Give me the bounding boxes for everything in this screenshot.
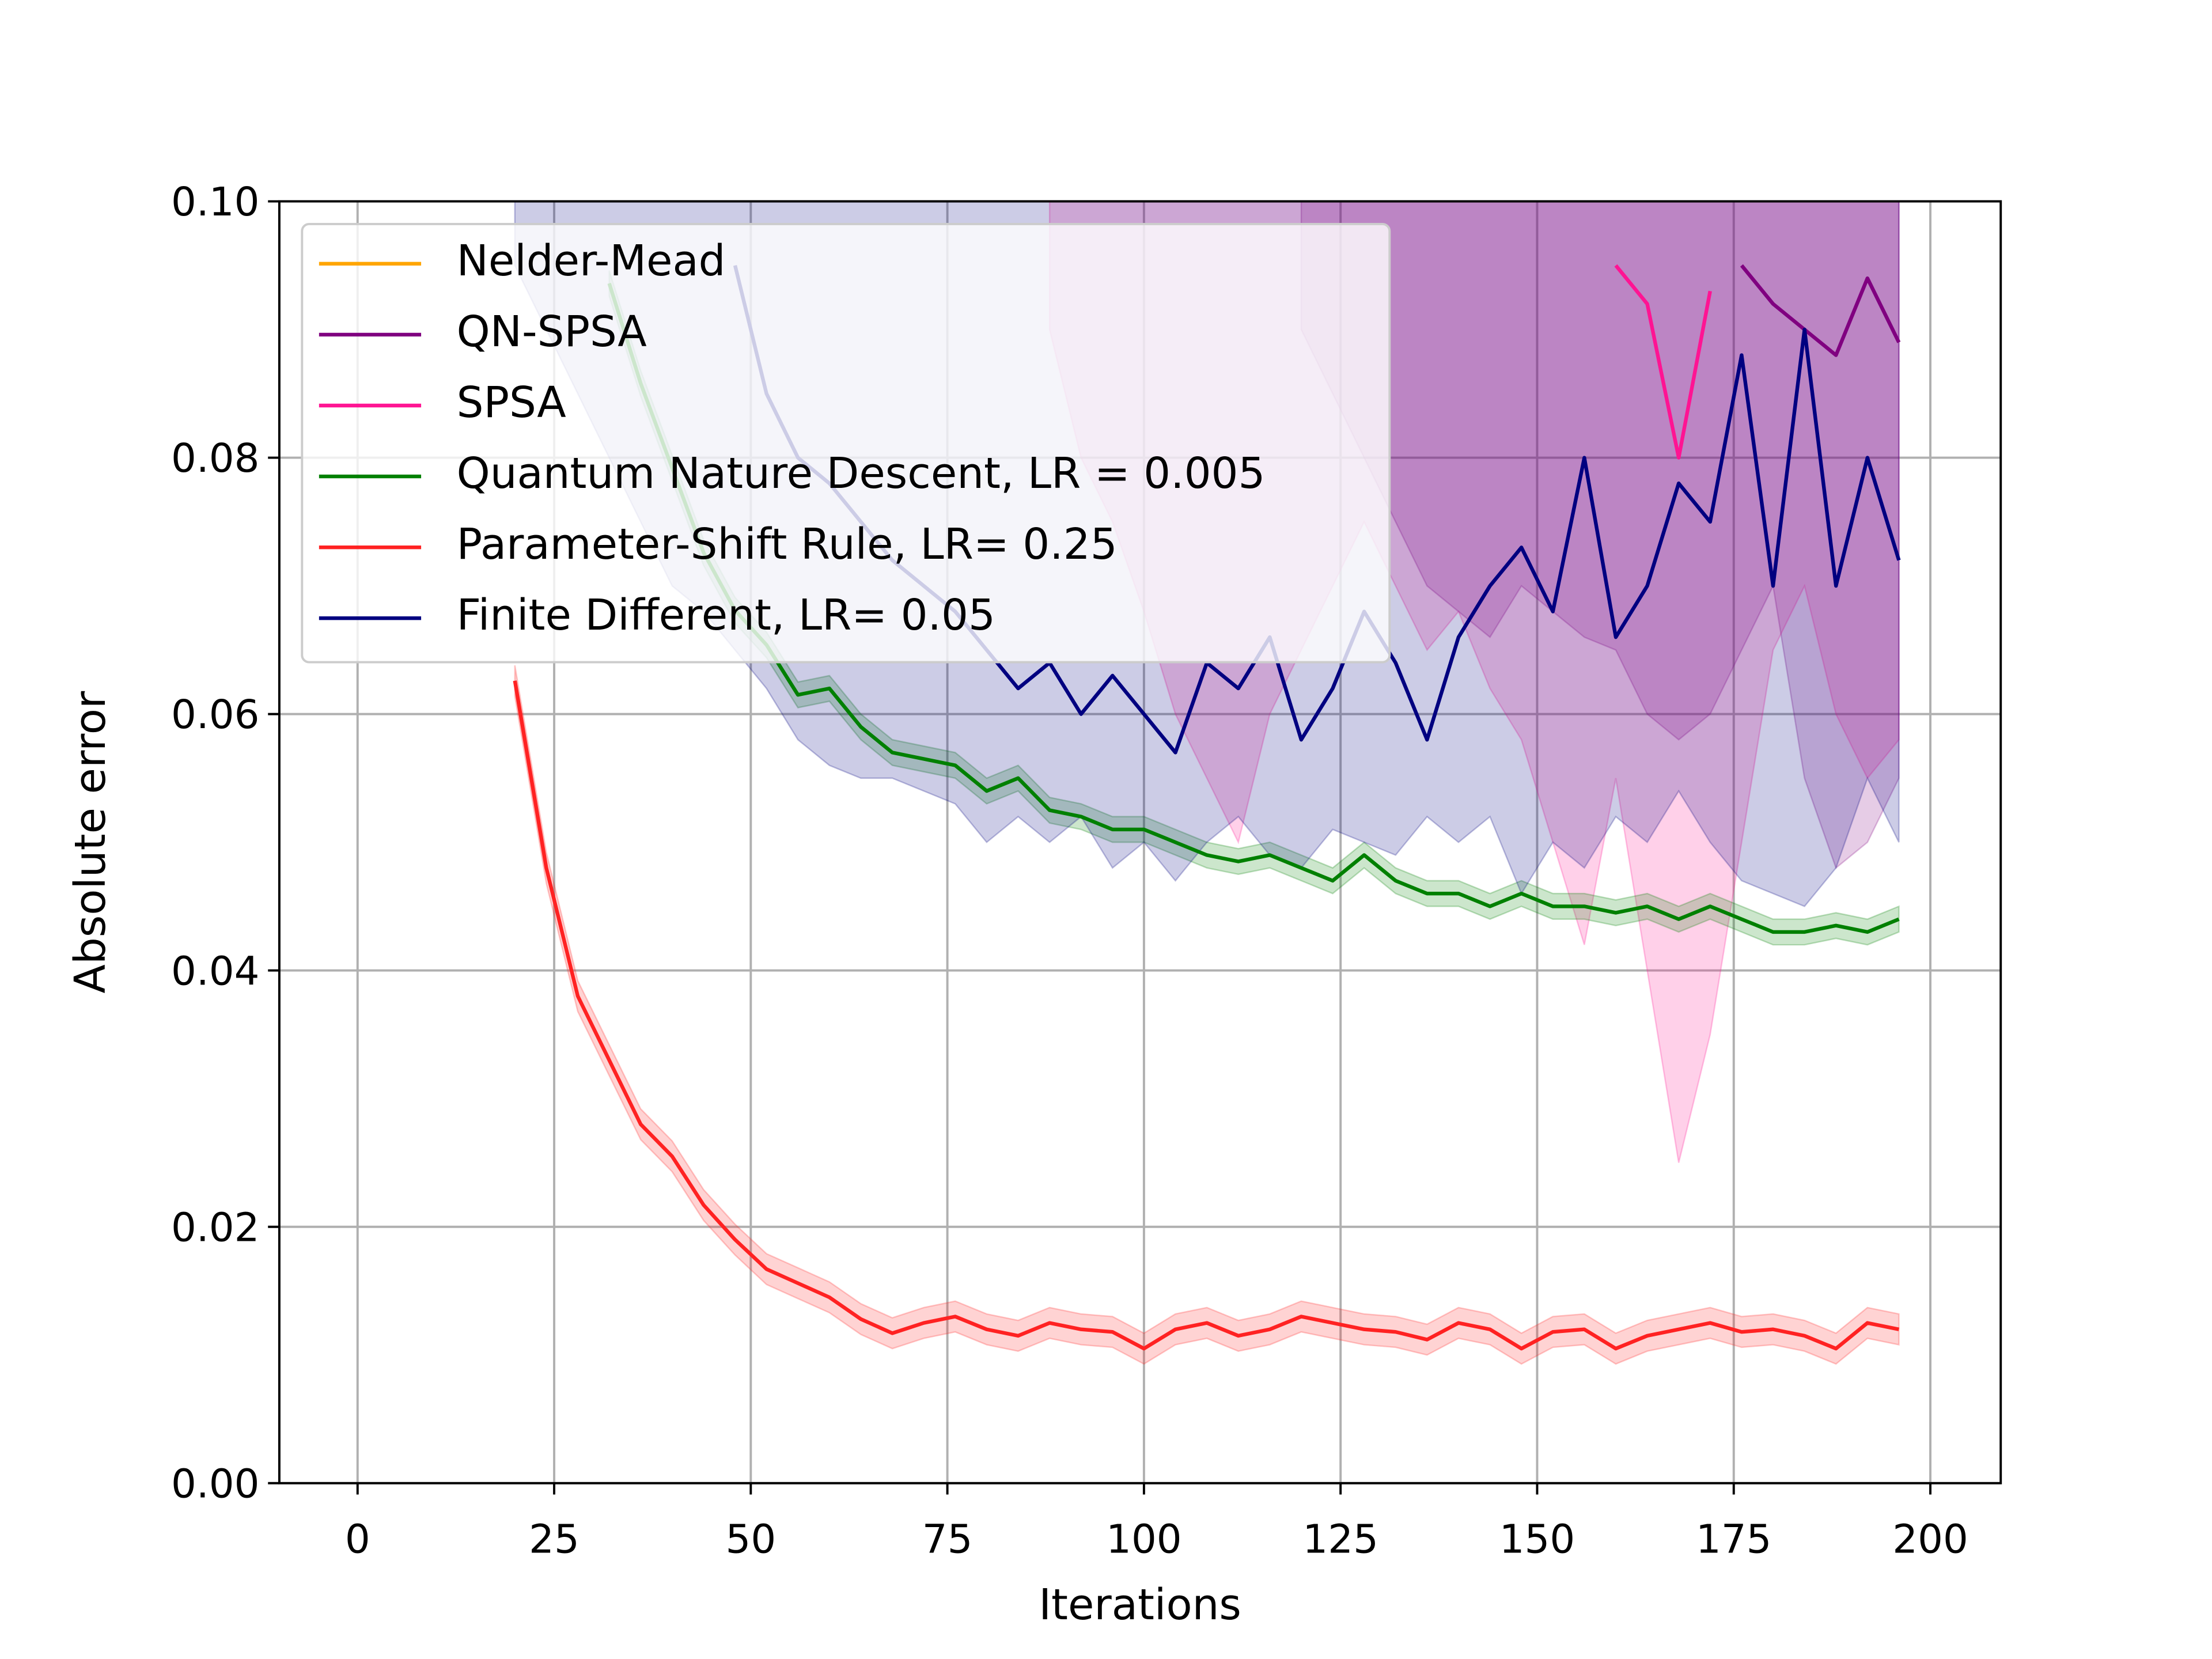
x-tick-label: 100 — [1106, 1516, 1182, 1562]
x-axis-label: Iterations — [1039, 1580, 1241, 1630]
x-tick-label: 125 — [1302, 1516, 1378, 1562]
y-tick-label: 0.00 — [171, 1461, 259, 1507]
legend-label: Nelder-Mead — [457, 236, 726, 286]
y-tick-label: 0.10 — [171, 179, 259, 225]
legend-label: Quantum Nature Descent, LR = 0.005 — [457, 449, 1266, 498]
x-tick-label: 75 — [922, 1516, 973, 1562]
x-tick-label: 50 — [725, 1516, 776, 1562]
series-line — [513, 680, 1900, 1351]
x-tick-label: 200 — [1892, 1516, 1968, 1562]
x-tick-label: 0 — [345, 1516, 370, 1562]
series-line — [1740, 264, 1901, 357]
legend-label: Finite Different, LR= 0.05 — [457, 590, 995, 640]
legend: Nelder-Mead QN-SPSA SPSA Quantum Nature Des… — [301, 222, 1391, 664]
y-tick-label: 0.08 — [171, 435, 259, 482]
series-line — [607, 282, 1900, 934]
error-band — [1300, 201, 1900, 869]
x-tick-label: 25 — [529, 1516, 579, 1562]
legend-label: SPSA — [457, 378, 566, 427]
x-tick-label: 150 — [1499, 1516, 1575, 1562]
legend-frame — [301, 222, 1391, 664]
legend-label: Parameter-Shift Rule, LR= 0.25 — [457, 520, 1118, 569]
error-band — [514, 665, 1900, 1365]
axes-frame — [278, 200, 2002, 1484]
x-tick-label: 175 — [1696, 1516, 1772, 1562]
legend-label: QN-SPSA — [457, 307, 647, 357]
y-tick-label: 0.02 — [171, 1205, 259, 1251]
y-tick-label: 0.04 — [171, 948, 259, 994]
y-tick-label: 0.06 — [171, 692, 259, 738]
y-axis-label: Absolute error — [66, 691, 115, 994]
error-band — [608, 270, 1900, 946]
ticks: 0 25 50 75 100 125 150 175 200 0.00 0.02 0.04 0.06 0.… — [171, 179, 1968, 1562]
